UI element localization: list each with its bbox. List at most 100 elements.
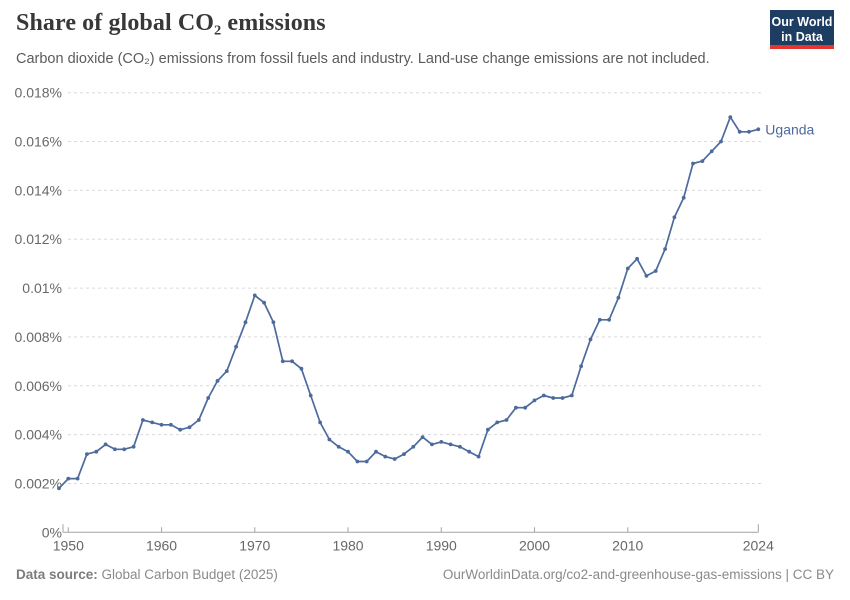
- data-source-label: Data source:: [16, 567, 98, 582]
- data-point-marker[interactable]: [625, 266, 630, 271]
- data-point-marker[interactable]: [597, 317, 602, 322]
- data-point-marker[interactable]: [560, 396, 565, 400]
- x-tick-label: 1950: [53, 537, 84, 553]
- data-point-marker[interactable]: [392, 457, 397, 461]
- data-point-marker[interactable]: [700, 159, 705, 164]
- data-point-marker[interactable]: [607, 317, 611, 322]
- data-point-marker[interactable]: [532, 398, 537, 403]
- data-point-marker[interactable]: [299, 366, 304, 371]
- data-point-marker[interactable]: [159, 422, 164, 427]
- data-point-marker[interactable]: [103, 442, 108, 447]
- data-point-marker[interactable]: [439, 440, 444, 444]
- data-point-marker[interactable]: [383, 454, 388, 459]
- data-point-marker[interactable]: [66, 476, 71, 481]
- data-point-marker[interactable]: [523, 405, 528, 410]
- data-point-marker[interactable]: [541, 393, 546, 398]
- data-point-marker[interactable]: [280, 359, 285, 364]
- data-point-marker[interactable]: [476, 454, 481, 459]
- data-point-marker[interactable]: [336, 444, 341, 449]
- chart-footer: Data source: Global Carbon Budget (2025)…: [16, 567, 834, 582]
- owid-logo-line2: in Data: [781, 30, 823, 44]
- data-point-marker[interactable]: [579, 364, 583, 369]
- data-point-marker[interactable]: [75, 476, 80, 481]
- data-point-marker[interactable]: [374, 449, 378, 454]
- data-point-marker[interactable]: [448, 442, 453, 447]
- data-point-marker[interactable]: [467, 449, 472, 454]
- data-point-marker[interactable]: [691, 161, 695, 166]
- data-point-marker[interactable]: [756, 127, 761, 132]
- data-point-marker[interactable]: [113, 447, 117, 452]
- owid-logo-accent-bar: [770, 45, 834, 49]
- data-point-marker[interactable]: [728, 115, 733, 119]
- page-title: Share of global CO₂ emissions: [16, 10, 326, 36]
- data-point-marker[interactable]: [346, 449, 350, 454]
- owid-logo[interactable]: Our World in Data: [770, 10, 834, 49]
- data-point-marker[interactable]: [178, 427, 183, 432]
- data-point-marker[interactable]: [672, 215, 677, 220]
- x-tick-label: 2010: [612, 537, 643, 553]
- data-point-marker[interactable]: [94, 449, 99, 454]
- x-tick-label: 1980: [332, 537, 363, 553]
- series-entity-label[interactable]: Uganda: [765, 121, 814, 137]
- data-point-marker[interactable]: [318, 420, 322, 425]
- data-point-marker[interactable]: [747, 129, 751, 134]
- data-point-marker[interactable]: [514, 405, 518, 410]
- x-tick-label: 1990: [426, 537, 457, 553]
- data-point-marker[interactable]: [206, 396, 211, 400]
- data-point-marker[interactable]: [327, 437, 332, 442]
- data-point-marker[interactable]: [252, 293, 257, 298]
- y-tick-label: 0.008%: [15, 329, 62, 345]
- data-point-marker[interactable]: [653, 269, 658, 273]
- y-tick-label: 0.01%: [22, 280, 62, 296]
- data-point-marker[interactable]: [262, 300, 266, 305]
- data-point-marker[interactable]: [616, 295, 621, 300]
- data-point-marker[interactable]: [486, 427, 490, 432]
- data-point-marker[interactable]: [411, 444, 416, 449]
- data-point-marker[interactable]: [635, 256, 639, 261]
- data-point-marker[interactable]: [458, 444, 462, 449]
- data-point-marker[interactable]: [355, 459, 360, 464]
- data-point-marker[interactable]: [308, 393, 313, 398]
- data-point-marker[interactable]: [551, 396, 556, 400]
- data-source: Data source: Global Carbon Budget (2025): [16, 567, 278, 582]
- data-point-marker[interactable]: [271, 320, 276, 325]
- data-point-marker[interactable]: [234, 344, 239, 349]
- y-tick-label: 0%: [42, 524, 62, 540]
- data-point-marker[interactable]: [57, 486, 61, 491]
- data-point-marker[interactable]: [588, 337, 593, 342]
- data-point-marker[interactable]: [420, 435, 425, 439]
- data-point-marker[interactable]: [495, 420, 500, 425]
- data-point-marker[interactable]: [364, 459, 369, 464]
- y-tick-label: 0.002%: [15, 475, 62, 491]
- data-point-marker[interactable]: [224, 369, 229, 373]
- data-point-marker[interactable]: [85, 452, 89, 456]
- footer-link[interactable]: OurWorldinData.org/co2-and-greenhouse-ga…: [442, 567, 834, 582]
- data-point-marker[interactable]: [504, 418, 509, 422]
- data-point-marker[interactable]: [122, 447, 127, 452]
- y-tick-label: 0.012%: [15, 231, 62, 247]
- data-point-marker[interactable]: [681, 195, 686, 200]
- owid-logo-line1: Our World: [771, 15, 833, 29]
- data-point-marker[interactable]: [150, 420, 155, 425]
- data-source-value: Global Carbon Budget (2025): [97, 567, 278, 582]
- data-point-marker[interactable]: [215, 379, 220, 383]
- data-point-marker[interactable]: [169, 422, 173, 427]
- data-point-marker[interactable]: [430, 442, 434, 447]
- data-point-marker[interactable]: [131, 444, 136, 449]
- data-point-marker[interactable]: [402, 452, 406, 456]
- data-point-marker[interactable]: [644, 274, 649, 278]
- y-tick-label: 0.004%: [15, 427, 62, 443]
- data-point-marker[interactable]: [187, 425, 192, 430]
- data-point-marker[interactable]: [569, 393, 574, 398]
- data-point-marker[interactable]: [141, 418, 145, 422]
- data-point-marker[interactable]: [196, 418, 201, 422]
- series-line: [58, 116, 760, 490]
- data-point-marker[interactable]: [243, 320, 248, 325]
- data-point-marker[interactable]: [737, 129, 742, 134]
- data-point-marker[interactable]: [663, 247, 667, 251]
- data-point-marker[interactable]: [719, 139, 723, 144]
- x-tick-label: 1960: [146, 537, 177, 553]
- data-point-marker[interactable]: [290, 359, 294, 364]
- data-point-marker[interactable]: [709, 149, 714, 154]
